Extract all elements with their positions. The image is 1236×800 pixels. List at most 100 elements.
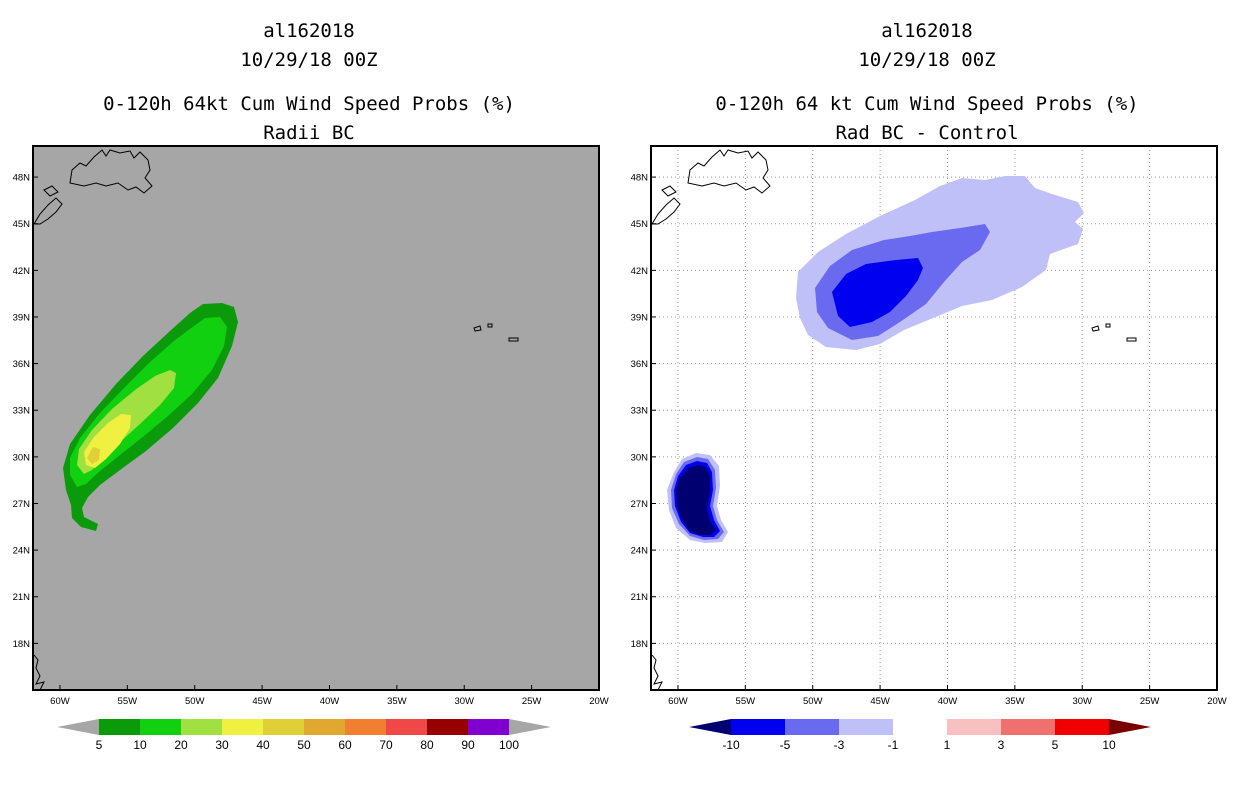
right-x-tick-label: 35W <box>1005 696 1025 707</box>
left-x-tick-label: 30W <box>454 696 474 707</box>
right-colorbar-box <box>1055 719 1109 735</box>
left-contours <box>63 303 238 531</box>
left-y-tick-label: 24N <box>13 546 31 557</box>
right-title-line-2: 10/29/18 00Z <box>858 49 995 71</box>
left-colorbar-box <box>181 719 222 735</box>
left-coast-bottom-outline <box>33 654 45 690</box>
left-x-tick-label: 25W <box>522 696 542 707</box>
right-title-line-3: 0-120h 64 kt Cum Wind Speed Probs (%) <box>715 93 1138 115</box>
right-map-frame <box>650 145 1218 691</box>
left-title-line-2: 10/29/18 00Z <box>240 49 377 71</box>
left-x-tick-label: 60W <box>50 696 70 707</box>
left-title-line-3: 0-120h 64kt Cum Wind Speed Probs (%) <box>103 93 515 115</box>
left-colorbar-box <box>345 719 386 735</box>
left-x-tick-label: 50W <box>185 696 205 707</box>
left-x-tick-label: 40W <box>320 696 340 707</box>
right-colorbar-label: 5 <box>1052 738 1059 752</box>
left-colorbar-label: 50 <box>297 738 311 752</box>
right-x-tick-label: 40W <box>938 696 958 707</box>
right-colorbar: -10 -5 -3 -1 1 3 5 10 <box>689 719 1151 752</box>
left-colorbar-box <box>468 719 509 735</box>
right-colorbar-box <box>947 719 1001 735</box>
right-colorbar-label: 3 <box>998 738 1005 752</box>
left-map-frame <box>32 145 600 691</box>
left-y-tick-label: 18N <box>13 639 31 650</box>
right-y-tick-label: 48N <box>631 173 649 184</box>
right-map-axes: 60W 55W 50W 45W 40W 35W 30W 25W 20W 48N 45N 42N 39N 3… <box>631 173 1227 707</box>
right-title-line-1: al162018 <box>881 20 973 42</box>
left-colorbar-label: 10 <box>133 738 147 752</box>
right-colorbar-label: 10 <box>1102 738 1116 752</box>
left-newfoundland-outline <box>69 149 153 194</box>
right-colorbar-box <box>785 719 839 735</box>
left-y-tick-label: 39N <box>13 312 31 323</box>
right-x-tick-label: 25W <box>1140 696 1160 707</box>
right-colorbar-box <box>1001 719 1055 735</box>
left-colorbar-box <box>386 719 427 735</box>
right-colorbar-label: -1 <box>888 738 899 752</box>
left-x-tick-label: 20W <box>589 696 609 707</box>
right-y-tick-label: 39N <box>631 312 649 323</box>
right-x-tick-label: 45W <box>870 696 890 707</box>
right-colorbar-low-triangle <box>689 719 731 735</box>
right-y-tick-label: 21N <box>631 592 649 603</box>
left-x-tick-label: 35W <box>387 696 407 707</box>
right-coast-bottom-outline <box>651 654 663 690</box>
left-colorbar-low-triangle <box>57 719 99 735</box>
left-y-tick-label: 30N <box>13 452 31 463</box>
right-y-tick-label: 33N <box>631 406 649 417</box>
right-colorbar-label: -3 <box>834 738 845 752</box>
left-x-tick-label: 55W <box>118 696 138 707</box>
left-map-axes: 60W 55W 50W 45W 40W 35W 30W 25W 20W 48N 45N 42N 39N 3… <box>13 173 609 707</box>
left-colorbar-label: 70 <box>379 738 393 752</box>
left-panel-title: al162018 10/29/18 00Z 0-120h 64kt Cum Wi… <box>103 20 515 144</box>
right-y-tick-label: 45N <box>631 219 649 230</box>
left-colorbar-label: 20 <box>174 738 188 752</box>
left-map: 60W 55W 50W 45W 40W 35W 30W 25W 20W 48N 45N 42N 39N 3… <box>13 145 609 707</box>
left-y-tick-label: 48N <box>13 173 31 184</box>
right-nova-scotia-outline <box>651 185 681 225</box>
left-y-tick-label: 27N <box>13 499 31 510</box>
right-y-tick-label: 18N <box>631 639 649 650</box>
left-y-tick-label: 42N <box>13 266 31 277</box>
right-colorbar-high-triangle <box>1109 719 1151 735</box>
left-colorbar-label: 90 <box>461 738 475 752</box>
right-x-tick-label: 50W <box>803 696 823 707</box>
right-map: 60W 55W 50W 45W 40W 35W 30W 25W 20W 48N 45N 42N 39N 3… <box>631 145 1227 707</box>
left-colorbar-label: 80 <box>420 738 434 752</box>
left-colorbar-box <box>140 719 181 735</box>
right-colorbar-label: -5 <box>780 738 791 752</box>
right-y-tick-label: 24N <box>631 546 649 557</box>
left-contour-40-50 <box>87 447 100 464</box>
right-contours <box>667 176 1084 543</box>
left-azores-outline <box>473 323 519 342</box>
right-y-tick-label: 30N <box>631 452 649 463</box>
left-nova-scotia-outline <box>33 185 63 225</box>
left-colorbar-label: 100 <box>499 738 519 752</box>
right-azores-outline <box>1091 323 1137 342</box>
left-y-tick-label: 21N <box>13 592 31 603</box>
left-colorbar: 5 10 20 30 40 50 60 70 80 90 100 <box>57 719 551 752</box>
right-colorbar-label: 1 <box>944 738 951 752</box>
left-colorbar-box <box>304 719 345 735</box>
left-colorbar-box <box>99 719 140 735</box>
left-colorbar-box <box>263 719 304 735</box>
right-x-tick-label: 55W <box>736 696 756 707</box>
right-panel-title: al162018 10/29/18 00Z 0-120h 64 kt Cum W… <box>715 20 1138 144</box>
left-colorbar-box <box>222 719 263 735</box>
left-colorbar-box <box>427 719 468 735</box>
left-y-tick-label: 45N <box>13 219 31 230</box>
left-colorbar-label: 5 <box>96 738 103 752</box>
right-coastlines <box>651 149 1137 690</box>
right-x-tick-label: 60W <box>668 696 688 707</box>
left-title-line-4: Radii BC <box>263 122 355 144</box>
right-y-tick-label: 42N <box>631 266 649 277</box>
right-x-tick-label: 30W <box>1072 696 1092 707</box>
left-x-tick-label: 45W <box>252 696 272 707</box>
right-title-line-4: Rad BC - Control <box>835 122 1018 144</box>
right-contour-below-neg10 <box>676 465 716 535</box>
right-colorbar-box <box>731 719 785 735</box>
left-colorbar-label: 30 <box>215 738 229 752</box>
right-newfoundland-outline <box>687 149 771 194</box>
